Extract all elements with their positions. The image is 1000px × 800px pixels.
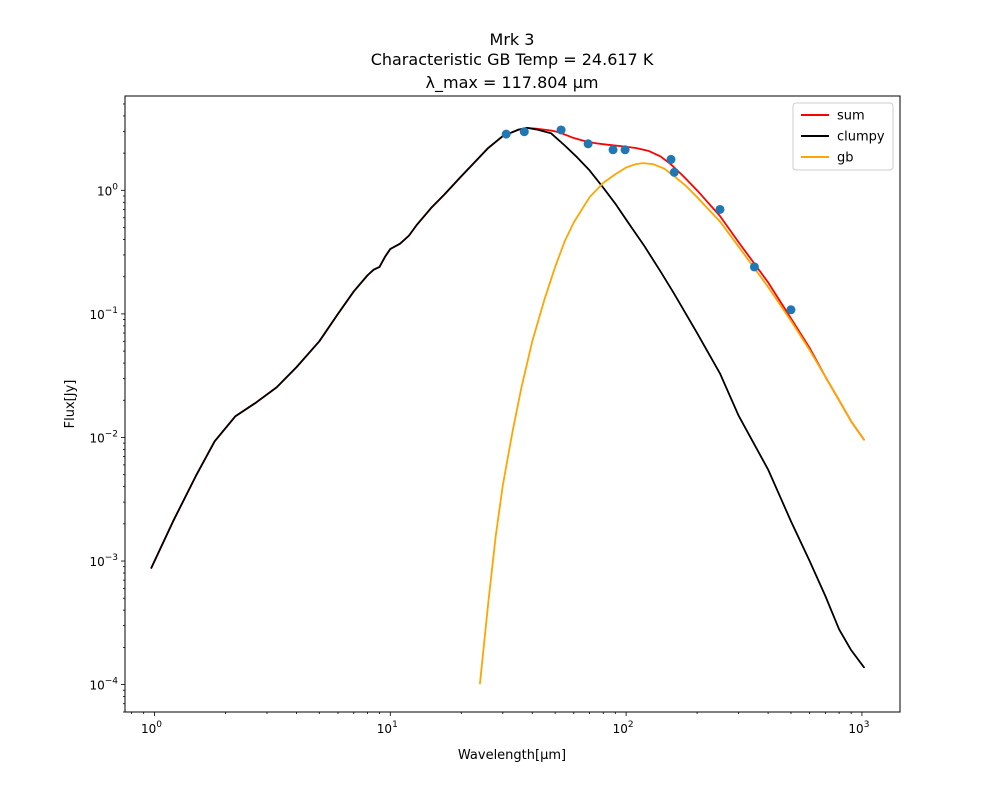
y-axis-label: Flux[Jy] [63,380,78,429]
data-point-1 [519,127,529,137]
x-tick-label-3: 103 [848,720,869,736]
data-points-layer [501,125,796,315]
chart-title-line-2: Characteristic GB Temp = 24.617 K [371,50,654,69]
x-tick-label-1: 101 [377,720,398,736]
legend-label-gb: gb [837,151,854,166]
data-point-7 [669,167,679,177]
series-line-clumpy [150,127,865,669]
data-point-10 [786,305,796,315]
data-point-2 [556,125,566,135]
legend-label-sum: sum [837,109,865,124]
x-tick-label-0: 100 [141,720,162,736]
data-point-5 [620,145,630,155]
chart-title-line-3: λ_max = 117.804 μm [426,73,599,93]
y-tick-label-2: 10−2 [89,429,118,445]
x-tick-label-2: 102 [613,720,634,736]
y-tick-label-4: 100 [97,182,118,198]
data-point-3 [583,139,593,149]
legend: sum clumpy gb [792,102,894,171]
x-axis-ticks: 100 101 102 103 [131,712,869,736]
series-line-gb [479,162,865,685]
data-point-0 [501,129,511,139]
data-point-4 [608,145,618,155]
y-tick-label-1: 10−3 [89,553,118,569]
chart-title-line-1: Mrk 3 [490,30,535,49]
y-axis-ticks: 10−4 10−3 10−2 10−1 100 [89,103,125,713]
legend-label-clumpy: clumpy [837,130,885,145]
x-axis-label: Wavelength[μm] [458,748,566,763]
data-point-8 [715,204,725,214]
plot-frame [124,95,901,713]
legend-box [792,102,894,171]
data-point-9 [749,262,759,272]
data-point-6 [666,154,676,164]
y-tick-label-3: 10−1 [89,306,118,322]
y-tick-label-0: 10−4 [89,677,118,693]
